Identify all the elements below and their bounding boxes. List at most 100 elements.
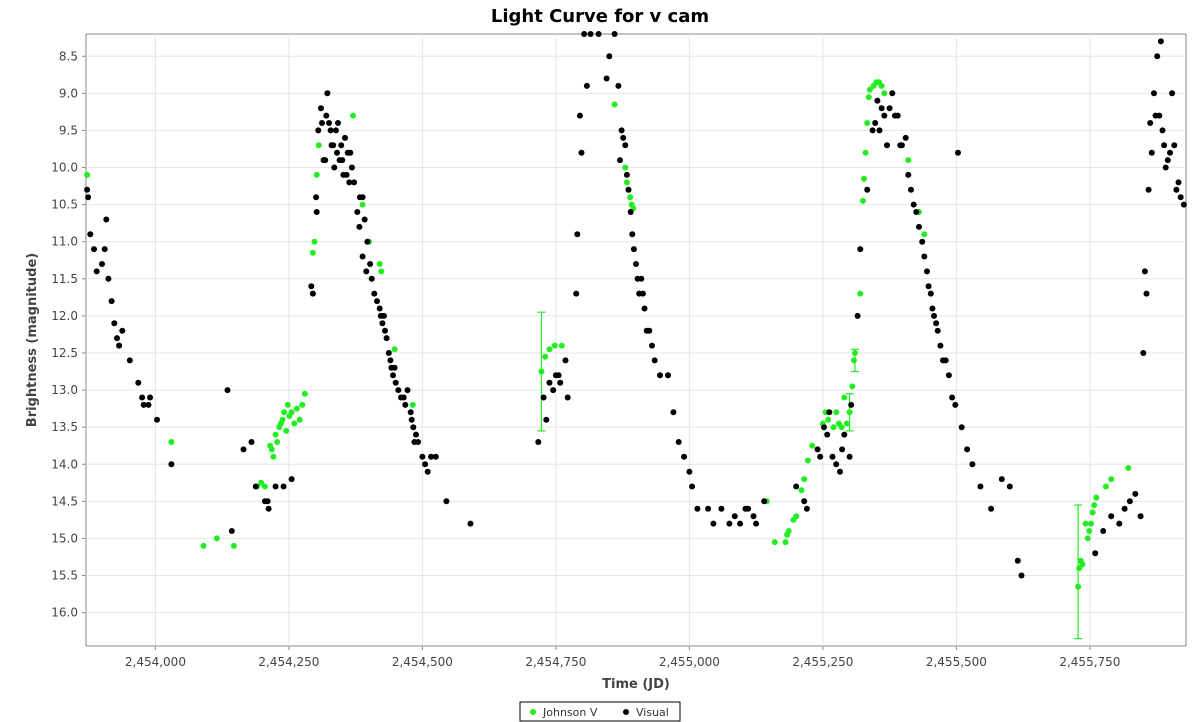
data-point: [934, 327, 941, 334]
y-tick-label: 15.5: [51, 569, 78, 583]
data-point: [726, 520, 733, 527]
data-point: [801, 498, 808, 505]
data-point: [319, 120, 325, 126]
data-point: [969, 461, 976, 468]
data-point: [825, 416, 832, 423]
data-point: [921, 253, 928, 260]
data-point: [299, 401, 306, 408]
data-point: [839, 446, 846, 453]
data-point: [924, 268, 930, 275]
data-point: [809, 442, 816, 449]
x-tick-label: 2,454,500: [392, 655, 453, 669]
data-point: [1145, 186, 1152, 193]
data-point: [334, 149, 340, 156]
data-point: [925, 283, 932, 290]
data-point: [335, 120, 341, 126]
data-point: [814, 446, 821, 453]
data-point: [849, 383, 856, 390]
data-point: [859, 197, 866, 204]
data-point: [841, 431, 848, 438]
data-point: [391, 364, 398, 371]
x-axis-label: Time (JD): [602, 677, 670, 692]
data-point: [1079, 561, 1086, 568]
data-point: [432, 453, 439, 460]
data-point: [361, 216, 368, 223]
data-point: [998, 476, 1005, 483]
data-point: [869, 127, 876, 134]
data-point: [1116, 520, 1123, 527]
data-point: [268, 446, 275, 453]
data-point: [617, 157, 623, 164]
data-point: [111, 320, 118, 327]
data-point: [1132, 490, 1139, 497]
data-point: [913, 209, 920, 215]
data-point: [837, 468, 843, 475]
data-point: [119, 327, 126, 334]
data-point: [841, 394, 848, 401]
data-point: [821, 424, 827, 431]
data-point: [140, 401, 147, 408]
data-point: [629, 231, 636, 238]
data-point: [933, 320, 940, 327]
data-point: [929, 305, 936, 312]
data-point: [761, 498, 768, 505]
data-point: [347, 149, 354, 156]
data-point: [931, 312, 937, 319]
data-point: [135, 379, 142, 386]
data-point: [108, 298, 115, 305]
series-visual: [84, 31, 1187, 579]
data-point: [874, 97, 881, 104]
data-point: [332, 127, 339, 134]
data-point: [798, 487, 805, 494]
data-point: [718, 505, 725, 512]
data-point: [833, 409, 840, 416]
data-point: [265, 505, 272, 512]
y-tick-label: 11.5: [51, 272, 78, 286]
data-point: [395, 387, 402, 394]
data-point: [359, 194, 366, 201]
data-point: [651, 357, 658, 364]
data-point: [410, 424, 417, 431]
data-point: [817, 453, 824, 460]
data-point: [670, 409, 677, 416]
data-point: [623, 171, 630, 178]
data-point: [84, 186, 91, 193]
data-point: [886, 105, 893, 112]
data-point: [200, 542, 207, 549]
data-point: [400, 394, 407, 401]
data-point: [1173, 186, 1180, 193]
data-point: [731, 513, 738, 520]
data-point: [168, 461, 175, 468]
data-point: [1137, 513, 1144, 520]
data-point: [284, 401, 291, 408]
x-tick-label: 2,455,750: [1059, 655, 1120, 669]
data-point: [826, 409, 833, 416]
data-point: [916, 223, 922, 230]
data-point: [829, 453, 836, 460]
data-point: [330, 142, 337, 149]
data-point: [240, 446, 247, 453]
data-point: [894, 112, 901, 119]
data-point: [618, 127, 625, 134]
data-point: [627, 194, 634, 201]
data-point: [367, 261, 374, 267]
data-point: [248, 439, 255, 445]
x-tick-label: 2,455,000: [659, 655, 720, 669]
data-point: [343, 171, 350, 178]
data-point: [919, 238, 926, 245]
data-point: [383, 335, 390, 342]
data-point: [801, 476, 808, 483]
data-point: [540, 394, 547, 401]
data-point: [413, 431, 419, 438]
data-point: [641, 305, 648, 312]
y-tick-label: 12.5: [51, 346, 78, 360]
data-point: [615, 82, 622, 89]
legend-johnson-v-label: Johnson V: [542, 706, 598, 719]
data-point: [1159, 127, 1166, 134]
data-point: [1100, 528, 1107, 534]
data-point: [546, 346, 553, 353]
data-point: [404, 387, 411, 394]
data-point: [851, 350, 858, 356]
data-point: [293, 405, 300, 412]
